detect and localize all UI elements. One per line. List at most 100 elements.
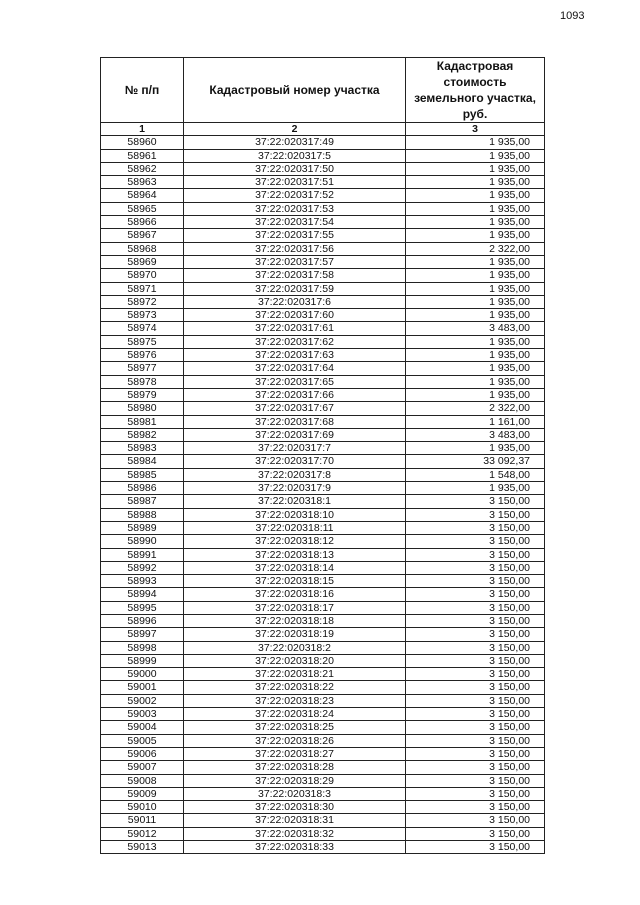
cadastral-number: 37:22:020317:69 xyxy=(183,427,406,443)
cadastral-number: 37:22:020317:50 xyxy=(183,161,406,177)
cadastral-number: 37:22:020317:9 xyxy=(183,481,406,496)
cadastral-value: 1 935,00 xyxy=(405,161,545,177)
header-cadastral-number: Кадастровый номер участка xyxy=(183,57,406,123)
cadastral-value: 1 935,00 xyxy=(405,361,545,376)
cadastral-value: 3 150,00 xyxy=(405,773,545,788)
cadastral-value: 3 483,00 xyxy=(405,321,545,336)
cadastral-number: 37:22:020317:6 xyxy=(183,294,406,310)
table-row: 58968 37:22:020317:56 2 322,00 xyxy=(100,241,545,256)
row-number: 58981 xyxy=(100,414,184,429)
cadastral-number: 37:22:020318:29 xyxy=(183,773,406,788)
cadastral-value: 3 150,00 xyxy=(405,746,545,762)
cadastral-number: 37:22:020318:1 xyxy=(183,494,406,509)
row-number: 58965 xyxy=(100,201,184,217)
cadastral-number: 37:22:020318:31 xyxy=(183,813,406,828)
cadastral-number: 37:22:020318:12 xyxy=(183,534,406,549)
table-row: 59009 37:22:020318:3 3 150,00 xyxy=(100,786,545,802)
table-row: 58977 37:22:020317:64 1 935,00 xyxy=(100,361,545,376)
row-number: 58974 xyxy=(100,321,184,336)
cadastral-value: 1 935,00 xyxy=(405,215,545,230)
table-row: 58975 37:22:020317:62 1 935,00 xyxy=(100,334,545,350)
cadastral-value: 2 322,00 xyxy=(405,241,545,256)
row-number: 58986 xyxy=(100,481,184,496)
cadastral-number: 37:22:020317:54 xyxy=(183,215,406,230)
cadastral-value: 1 935,00 xyxy=(405,334,545,350)
row-number: 59008 xyxy=(100,773,184,788)
cadastral-number: 37:22:020318:3 xyxy=(183,786,406,802)
row-number: 58991 xyxy=(100,547,184,562)
row-number: 58971 xyxy=(100,281,184,296)
table-row: 58962 37:22:020317:50 1 935,00 xyxy=(100,161,545,177)
cadastral-number: 37:22:020318:13 xyxy=(183,547,406,562)
cadastral-number: 37:22:020318:22 xyxy=(183,680,406,695)
table-row: 58992 37:22:020318:14 3 150,00 xyxy=(100,560,545,576)
cadastral-number: 37:22:020317:5 xyxy=(183,148,406,163)
row-number: 58994 xyxy=(100,587,184,602)
table-row: 58971 37:22:020317:59 1 935,00 xyxy=(100,281,545,296)
row-number: 59005 xyxy=(100,733,184,748)
cadastral-number: 37:22:020318:32 xyxy=(183,826,406,842)
cadastral-value: 3 150,00 xyxy=(405,587,545,602)
table-row: 59002 37:22:020318:23 3 150,00 xyxy=(100,693,545,709)
table-row: 58987 37:22:020318:1 3 150,00 xyxy=(100,494,545,509)
table-row: 58996 37:22:020318:18 3 150,00 xyxy=(100,613,545,629)
row-number: 58960 xyxy=(100,135,184,150)
row-number: 58990 xyxy=(100,534,184,549)
table-row: 58983 37:22:020317:7 1 935,00 xyxy=(100,441,545,456)
cadastral-value: 3 150,00 xyxy=(405,640,545,655)
cadastral-number: 37:22:020318:24 xyxy=(183,707,406,722)
cadastral-value: 1 935,00 xyxy=(405,188,545,203)
cadastral-value: 3 150,00 xyxy=(405,627,545,642)
row-number: 58979 xyxy=(100,387,184,403)
cadastral-value: 3 150,00 xyxy=(405,507,545,522)
row-number: 58966 xyxy=(100,215,184,230)
table-row: 58976 37:22:020317:63 1 935,00 xyxy=(100,348,545,363)
table-row: 58979 37:22:020317:66 1 935,00 xyxy=(100,387,545,403)
table-row: 58972 37:22:020317:6 1 935,00 xyxy=(100,294,545,310)
row-number: 58968 xyxy=(100,241,184,256)
header-number: № п/п xyxy=(100,57,184,123)
column-number: 2 xyxy=(183,121,406,137)
cadastral-number: 37:22:020318:30 xyxy=(183,800,406,815)
row-number: 59000 xyxy=(100,667,184,682)
table-row: 58974 37:22:020317:61 3 483,00 xyxy=(100,321,545,336)
cadastral-number: 37:22:020317:53 xyxy=(183,201,406,217)
row-number: 58964 xyxy=(100,188,184,203)
table-row: 58965 37:22:020317:53 1 935,00 xyxy=(100,201,545,217)
cadastral-number: 37:22:020317:8 xyxy=(183,467,406,483)
row-number: 59001 xyxy=(100,680,184,695)
cadastral-number: 37:22:020317:59 xyxy=(183,281,406,296)
cadastral-value: 1 935,00 xyxy=(405,374,545,389)
row-number: 58967 xyxy=(100,228,184,243)
cadastral-value: 33 092,37 xyxy=(405,454,545,469)
cadastral-number: 37:22:020317:56 xyxy=(183,241,406,256)
cadastral-number: 37:22:020317:67 xyxy=(183,401,406,416)
cadastral-number: 37:22:020318:18 xyxy=(183,613,406,629)
cadastral-number: 37:22:020318:21 xyxy=(183,667,406,682)
table-row: 58978 37:22:020317:65 1 935,00 xyxy=(100,374,545,389)
row-number: 58962 xyxy=(100,161,184,177)
cadastral-value: 3 150,00 xyxy=(405,520,545,536)
row-number: 58985 xyxy=(100,467,184,483)
cadastral-number: 37:22:020317:55 xyxy=(183,228,406,243)
cadastral-value: 1 935,00 xyxy=(405,387,545,403)
table-row: 59003 37:22:020318:24 3 150,00 xyxy=(100,707,545,722)
table-row: 58993 37:22:020318:15 3 150,00 xyxy=(100,574,545,589)
cadastral-value: 2 322,00 xyxy=(405,401,545,416)
row-number: 58997 xyxy=(100,627,184,642)
table-row: 58980 37:22:020317:67 2 322,00 xyxy=(100,401,545,416)
cadastral-number: 37:22:020318:19 xyxy=(183,627,406,642)
column-number-row: 1 2 3 xyxy=(100,121,545,137)
row-number: 58963 xyxy=(100,175,184,190)
table-row: 59010 37:22:020318:30 3 150,00 xyxy=(100,800,545,815)
cadastral-value: 1 935,00 xyxy=(405,481,545,496)
cadastral-value: 3 150,00 xyxy=(405,707,545,722)
table-row: 58997 37:22:020318:19 3 150,00 xyxy=(100,627,545,642)
row-number: 58980 xyxy=(100,401,184,416)
cadastral-value: 3 150,00 xyxy=(405,840,545,855)
cadastral-number: 37:22:020318:14 xyxy=(183,560,406,576)
row-number: 59012 xyxy=(100,826,184,842)
table-row: 58963 37:22:020317:51 1 935,00 xyxy=(100,175,545,190)
cadastral-value: 1 161,00 xyxy=(405,414,545,429)
cadastral-value: 1 935,00 xyxy=(405,254,545,270)
